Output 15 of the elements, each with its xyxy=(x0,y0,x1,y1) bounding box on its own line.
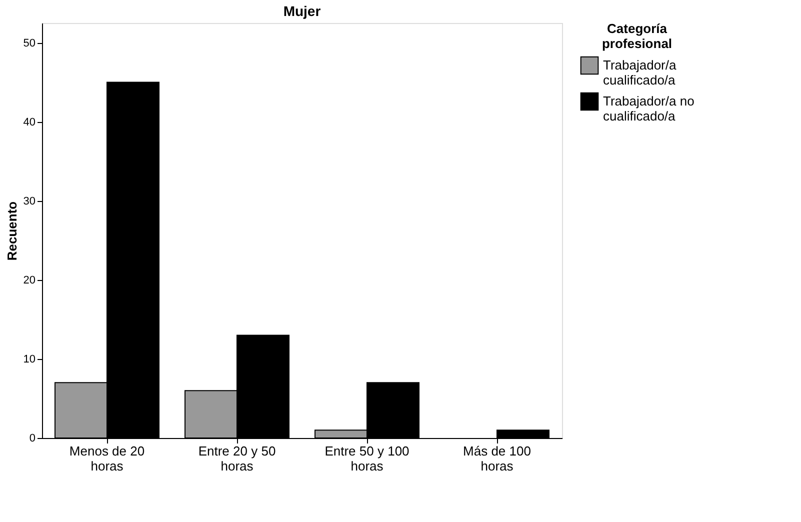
y-axis-title: Recuento xyxy=(4,201,20,261)
y-tick-label: 10 xyxy=(23,353,36,366)
legend-label: Trabajador/a cualificado/a xyxy=(603,58,677,88)
x-tick-label: Menos de 20 horas xyxy=(69,444,145,474)
x-tick-label: Entre 50 y 100 horas xyxy=(324,444,410,474)
x-tick-label: Entre 20 y 50 horas xyxy=(198,444,276,474)
y-tick-label: 20 xyxy=(23,274,36,286)
y-tick-label: 30 xyxy=(23,195,36,208)
y-tick-label: 40 xyxy=(23,116,36,128)
legend-title: Categoría profesional xyxy=(602,21,672,51)
x-tick-label: Más de 100 horas xyxy=(463,444,531,474)
y-tick-label: 50 xyxy=(23,37,36,50)
legend-label: Trabajador/a no cualificado/a xyxy=(603,94,694,124)
y-tick-label: 0 xyxy=(29,432,36,444)
chart-title: Mujer xyxy=(283,3,322,19)
